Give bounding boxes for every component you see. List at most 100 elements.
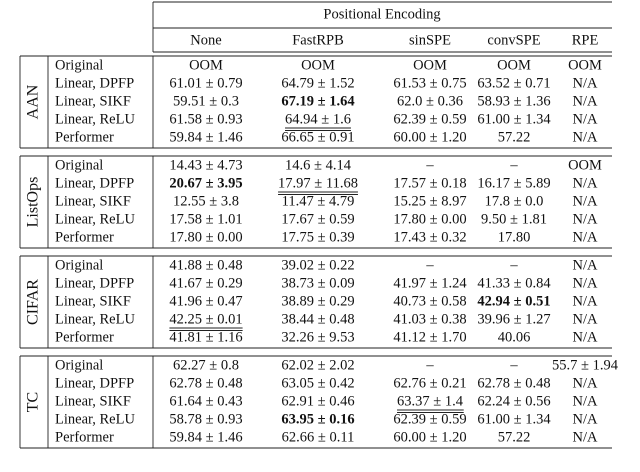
column-header: RPE xyxy=(572,32,599,48)
cell: 14.6 ± 4.14 xyxy=(285,157,352,173)
cell: 66.65 ± 0.91 xyxy=(281,129,354,145)
cell: 61.00 ± 1.34 xyxy=(477,111,551,127)
cell: 11.47 ± 4.79 xyxy=(282,193,355,209)
cell: 41.97 ± 1.24 xyxy=(393,275,467,291)
cell: 17.57 ± 0.18 xyxy=(393,175,466,191)
cell: 38.73 ± 0.09 xyxy=(281,275,354,291)
cell: 61.00 ± 1.34 xyxy=(477,411,551,427)
cell: 15.25 ± 8.97 xyxy=(393,193,466,209)
cell: OOM xyxy=(413,57,447,73)
cell: N/A xyxy=(573,93,599,109)
cell: 17.80 xyxy=(498,229,531,245)
cell: 38.89 ± 0.29 xyxy=(281,293,354,309)
cell: 41.96 ± 0.47 xyxy=(169,293,242,309)
model-name: Linear, ReLU xyxy=(55,111,135,127)
cell: 63.52 ± 0.71 xyxy=(477,75,550,91)
cell: 16.17 ± 5.89 xyxy=(477,175,550,191)
cell: 61.53 ± 0.75 xyxy=(393,75,466,91)
cell: 61.01 ± 0.79 xyxy=(169,75,242,91)
cell: 60.00 ± 1.20 xyxy=(393,429,466,445)
cell: N/A xyxy=(573,375,599,391)
model-name: Original xyxy=(55,257,103,273)
cell: 61.64 ± 0.43 xyxy=(169,393,242,409)
model-name: Linear, SIKF xyxy=(55,393,131,409)
model-name: Original xyxy=(55,357,103,373)
cell: 62.78 ± 0.48 xyxy=(477,375,550,391)
cell: 17.8 ± 0.0 xyxy=(485,193,544,209)
cell: 62.66 ± 0.11 xyxy=(282,429,355,445)
cell: 67.19 ± 1.64 xyxy=(281,93,354,109)
cell: 62.27 ± 0.8 xyxy=(173,357,239,373)
cell: 57.22 xyxy=(498,429,531,445)
cell: 17.80 ± 0.00 xyxy=(393,211,466,227)
cell: OOM xyxy=(497,57,531,73)
cell: 62.78 ± 0.48 xyxy=(169,375,242,391)
cell: 41.33 ± 0.84 xyxy=(477,275,551,291)
cell: OOM xyxy=(301,57,335,73)
cell: 64.79 ± 1.52 xyxy=(281,75,354,91)
model-name: Linear, DPFP xyxy=(55,375,134,391)
cell: 63.05 ± 0.42 xyxy=(281,375,354,391)
cell: 58.93 ± 1.36 xyxy=(477,93,550,109)
cell: 41.81 ± 1.16 xyxy=(169,329,242,345)
model-name: Performer xyxy=(55,129,114,145)
model-name: Performer xyxy=(55,329,114,345)
cell: 62.0 ± 0.36 xyxy=(397,93,463,109)
column-header: FastRPB xyxy=(292,32,344,48)
model-name: Linear, SIKF xyxy=(55,193,131,209)
cell: 40.73 ± 0.58 xyxy=(393,293,466,309)
cell: N/A xyxy=(573,175,599,191)
cell: – xyxy=(425,157,434,173)
cell: 40.06 xyxy=(498,329,531,345)
cell: 57.22 xyxy=(498,129,531,145)
cell: N/A xyxy=(573,129,599,145)
cell: 63.95 ± 0.16 xyxy=(281,411,354,427)
cell: N/A xyxy=(573,411,599,427)
cell: N/A xyxy=(573,257,599,273)
cell: 62.39 ± 0.59 xyxy=(393,111,466,127)
model-name: Linear, DPFP xyxy=(55,175,134,191)
cell: 58.78 ± 0.93 xyxy=(169,411,242,427)
cell: OOM xyxy=(568,157,602,173)
cell: N/A xyxy=(573,229,599,245)
cell: 62.91 ± 0.46 xyxy=(281,393,354,409)
cell: N/A xyxy=(573,275,599,291)
cell: 9.50 ± 1.81 xyxy=(481,211,547,227)
cell: N/A xyxy=(573,311,599,327)
cell: 32.26 ± 9.53 xyxy=(281,329,354,345)
cell: OOM xyxy=(568,57,602,73)
cell: 12.55 ± 3.8 xyxy=(173,193,239,209)
cell: 17.75 ± 0.39 xyxy=(281,229,354,245)
cell: 17.67 ± 0.59 xyxy=(281,211,354,227)
cell: 63.37 ± 1.4 xyxy=(397,393,464,409)
cell: 17.43 ± 0.32 xyxy=(393,229,466,245)
cell: 20.67 ± 3.95 xyxy=(169,175,242,191)
cell: 60.00 ± 1.20 xyxy=(393,129,466,145)
cell: N/A xyxy=(573,329,599,345)
model-name: Linear, ReLU xyxy=(55,211,135,227)
cell: – xyxy=(425,257,434,273)
cell: 38.44 ± 0.48 xyxy=(281,311,354,327)
model-name: Original xyxy=(55,57,103,73)
cell: 62.39 ± 0.59 xyxy=(393,411,466,427)
cell: – xyxy=(509,157,518,173)
model-name: Linear, SIKF xyxy=(55,93,131,109)
cell: 55.7 ± 1.94 xyxy=(552,357,619,373)
cell: – xyxy=(425,357,434,373)
model-name: Linear, ReLU xyxy=(55,411,135,427)
cell: 62.02 ± 2.02 xyxy=(281,357,354,373)
cell: N/A xyxy=(573,211,599,227)
span-title: Positional Encoding xyxy=(323,6,440,22)
cell: 61.58 ± 0.93 xyxy=(169,111,242,127)
cell: N/A xyxy=(573,75,599,91)
cell: 64.94 ± 1.6 xyxy=(285,111,351,127)
cell: 39.96 ± 1.27 xyxy=(477,311,550,327)
model-name: Linear, DPFP xyxy=(55,275,134,291)
cell: 41.88 ± 0.48 xyxy=(169,257,242,273)
model-name: Linear, SIKF xyxy=(55,293,131,309)
model-name: Original xyxy=(55,157,103,173)
cell: 59.51 ± 0.3 xyxy=(173,93,239,109)
cell: – xyxy=(509,257,518,273)
cell: 59.84 ± 1.46 xyxy=(169,429,242,445)
